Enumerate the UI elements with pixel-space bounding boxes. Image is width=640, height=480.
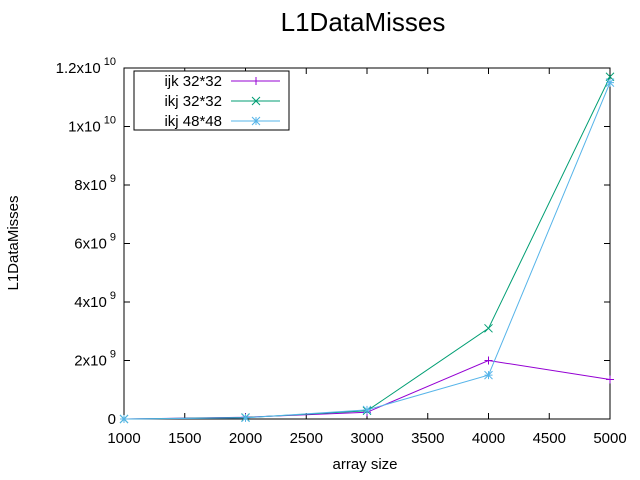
y-tick-label: 2x10 9 <box>74 349 116 370</box>
data-point <box>606 375 614 384</box>
x-tick-label: 3500 <box>411 430 444 447</box>
legend-label: ijk 32*32 <box>164 73 222 90</box>
y-tick-exponent: 9 <box>107 290 116 302</box>
y-tick-label: 8x10 9 <box>74 173 116 194</box>
data-point <box>605 78 615 87</box>
y-tick-mantissa: 6x10 <box>74 236 107 253</box>
data-point <box>484 370 493 380</box>
y-tick-exponent: 10 <box>101 115 116 127</box>
legend-label: ikj 32*32 <box>164 93 222 110</box>
x-tick-label: 1500 <box>168 430 201 447</box>
y-tick-mantissa: 1.2x10 <box>56 60 101 77</box>
legend-label: ikj 48*48 <box>164 113 222 130</box>
x-tick-label: 4500 <box>533 430 566 447</box>
x-tick-label: 1000 <box>107 430 140 447</box>
y-tick-mantissa: 4x10 <box>74 294 107 311</box>
legend-marker <box>252 77 260 85</box>
data-point <box>119 414 129 424</box>
y-tick-label: 4x10 9 <box>74 290 116 311</box>
x-tick-label: 3000 <box>350 430 383 447</box>
data-point <box>484 356 493 365</box>
y-tick-exponent: 9 <box>107 232 116 244</box>
data-point <box>241 413 250 423</box>
x-tick-label: 5000 <box>593 430 626 447</box>
y-tick-label: 1x10 10 <box>68 115 116 136</box>
y-axis-label: L1DataMisses <box>5 195 22 290</box>
y-tick-mantissa: 0 <box>108 411 116 428</box>
y-tick-mantissa: 2x10 <box>74 353 107 370</box>
y-tick-exponent: 9 <box>107 173 116 185</box>
y-tick-mantissa: 1x10 <box>68 119 101 136</box>
y-tick-exponent: 10 <box>101 56 116 68</box>
legend-marker <box>251 116 261 126</box>
y-tick-mantissa: 8x10 <box>74 177 107 194</box>
x-tick-label: 2500 <box>290 430 323 447</box>
data-point <box>484 323 493 333</box>
y-tick-label: 6x10 9 <box>74 232 116 253</box>
data-point <box>362 405 372 415</box>
y-tick-label: 1.2x10 10 <box>56 56 116 77</box>
y-tick-exponent: 9 <box>107 349 116 361</box>
x-axis-label: array size <box>332 456 397 473</box>
y-tick-label: 0 <box>108 411 116 428</box>
chart-title: L1DataMisses <box>281 7 446 37</box>
x-tick-label: 4000 <box>472 430 505 447</box>
legend-marker <box>251 96 261 106</box>
x-tick-label: 2000 <box>229 430 262 447</box>
